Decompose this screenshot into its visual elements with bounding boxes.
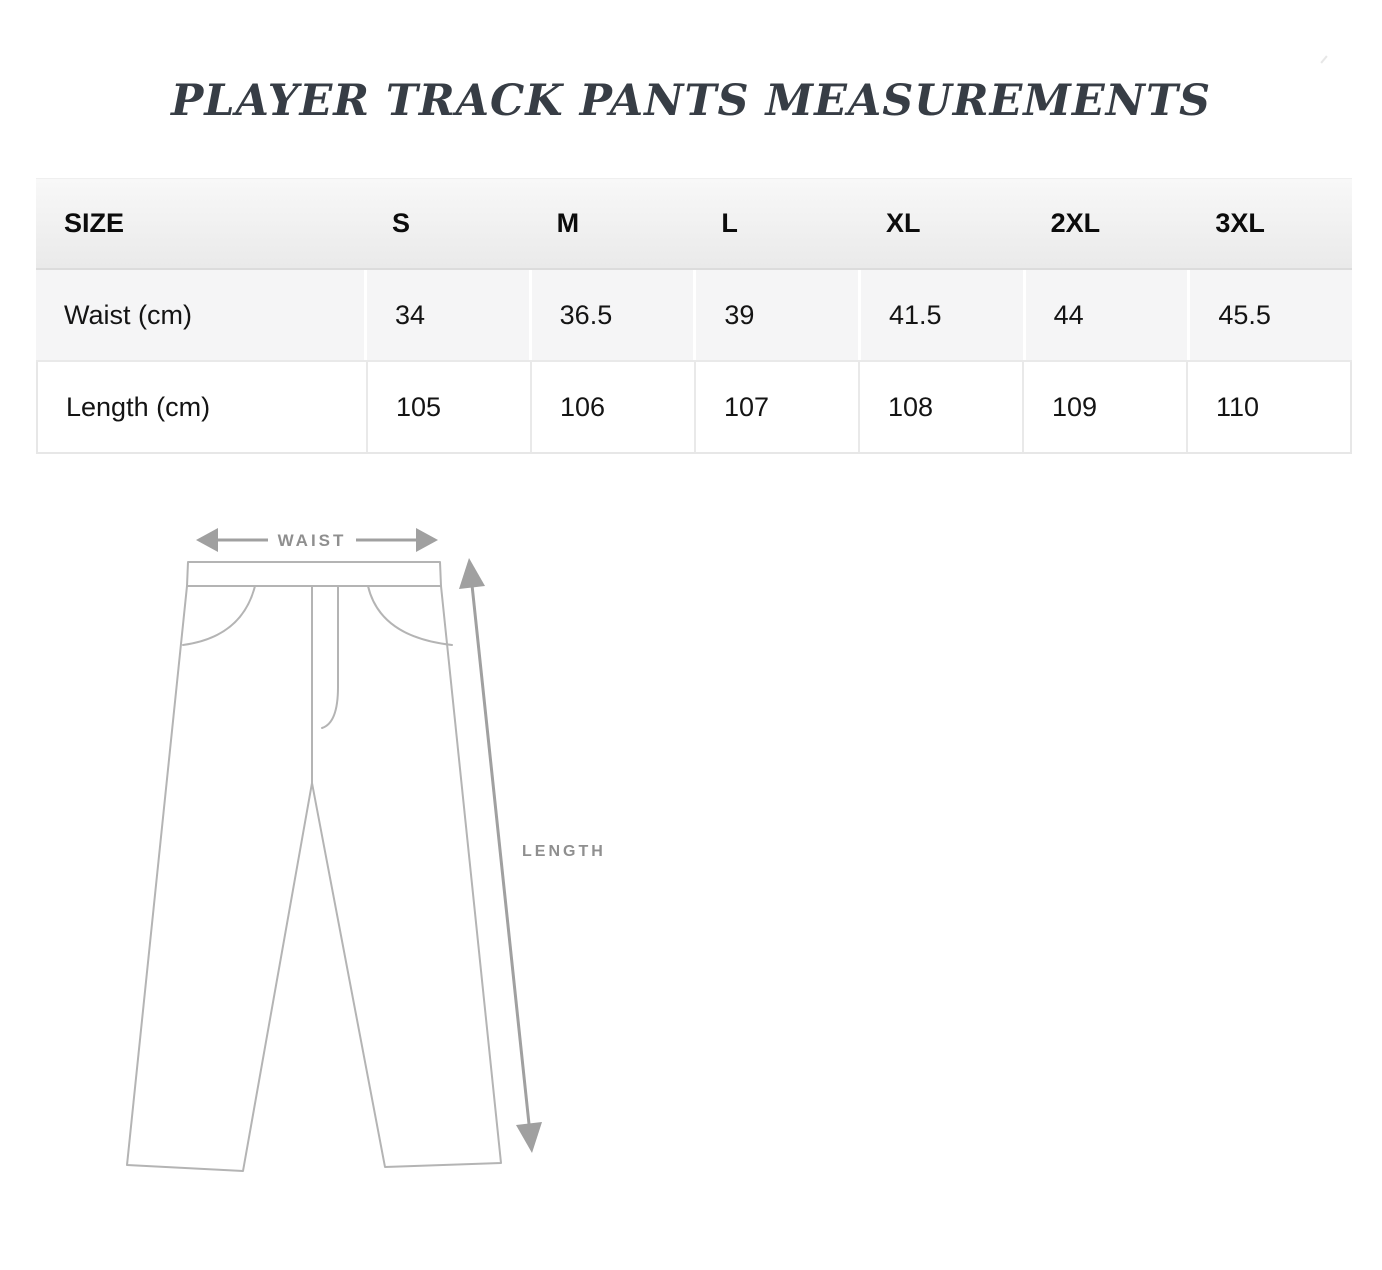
length-arrowhead-bottom: [516, 1122, 542, 1153]
header-cell-2xl: 2XL: [1050, 208, 1101, 238]
pants-body-outline: [126, 585, 502, 1172]
waist-value-m: 36.5: [528, 270, 694, 360]
header-cell-size: SIZE: [64, 208, 125, 238]
table-row-length: Length (cm) 105 106 107 108 109 110: [36, 362, 1352, 454]
length-arrow: [459, 558, 542, 1153]
waist-value-xl: 41.5: [858, 270, 1023, 360]
length-value-2xl: 109: [1022, 362, 1186, 452]
waist-dimension-label: WAIST: [278, 531, 347, 550]
header-cell-3xl: 3XL: [1215, 208, 1265, 238]
fly-curve: [321, 585, 339, 729]
size-table-header-row: SIZE S M L XL 2XL 3XL: [36, 178, 1352, 270]
length-value-3xl: 110: [1186, 362, 1350, 452]
header-cell-xl: XL: [886, 208, 921, 238]
row-label-waist: Waist (cm): [64, 299, 192, 330]
pants-measurement-diagram: WAIST LENGTH: [126, 528, 606, 1172]
length-dimension-label: LENGTH: [522, 843, 606, 860]
waist-arrow: [196, 528, 438, 552]
page-title: PLAYER TRACK PANTS MEASUREMENTS: [170, 76, 1212, 126]
length-value-m: 106: [530, 362, 694, 452]
length-value-l: 107: [694, 362, 858, 452]
waist-value-3xl: 45.5: [1187, 270, 1352, 360]
table-row-waist: Waist (cm) 34 36.5 39 41.5 44 45.5: [36, 270, 1352, 362]
right-pocket-curve: [367, 585, 453, 646]
length-arrow-shaft: [470, 584, 531, 1125]
waist-arrowhead-left: [196, 528, 218, 552]
header-cell-l: L: [721, 208, 738, 238]
waistband-outline: [186, 561, 442, 587]
header-cell-s: S: [392, 208, 411, 238]
waist-value-s: 34: [364, 270, 529, 360]
waist-value-l: 39: [693, 270, 858, 360]
length-value-xl: 108: [858, 362, 1022, 452]
length-arrowhead-top: [459, 558, 485, 589]
waist-arrowhead-right: [416, 528, 438, 552]
left-pocket-curve: [182, 585, 256, 646]
header-cell-m: M: [556, 208, 580, 238]
row-label-length: Length (cm): [66, 391, 211, 422]
waist-value-2xl: 44: [1022, 270, 1188, 360]
length-value-s: 105: [366, 362, 530, 452]
faint-artifact-mark: [1320, 55, 1328, 64]
size-table: SIZE S M L XL 2XL 3XL Waist (cm) 34 36.5…: [36, 178, 1352, 454]
